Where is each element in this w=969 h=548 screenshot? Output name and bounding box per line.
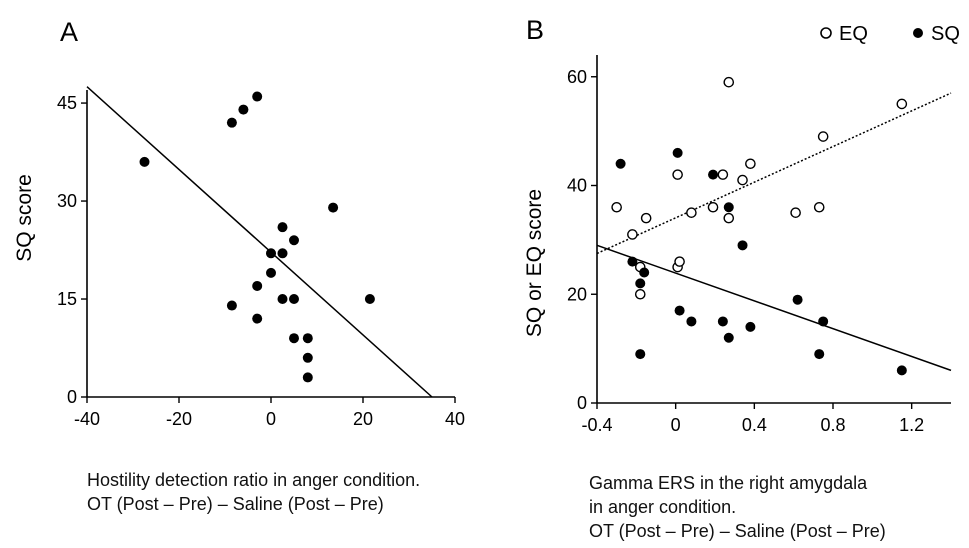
panel-b-x-tick-label: 0.8	[820, 415, 845, 435]
panel-a-point	[226, 300, 237, 311]
panel-b-eq-point	[634, 288, 646, 300]
panel-b-sq-point	[672, 147, 683, 158]
panel-b-x-axis-label-line-2: in anger condition.	[589, 497, 737, 517]
panel-b-sq-point	[708, 169, 719, 180]
panel-a-label: A	[60, 17, 78, 47]
panel-b-x-axis-label-line-3: OT (Post – Pre) – Saline (Post – Pre)	[589, 521, 886, 541]
legend-eq-marker	[820, 27, 832, 39]
panel-b-eq-point	[627, 229, 638, 240]
panel-b-eq-point	[745, 158, 756, 170]
panel-a-point	[289, 333, 299, 344]
panel-b-eq-point	[723, 76, 735, 88]
panel-a-point	[277, 294, 288, 305]
panel-a-y-tick-label: 15	[57, 289, 77, 309]
panel-b-y-tick-label: 60	[567, 67, 587, 87]
panel-b-sq-point	[674, 305, 685, 316]
panel-a-fit-line	[86, 86, 433, 398]
panel-b-eq-point	[672, 169, 683, 180]
panel-a-point	[289, 235, 299, 246]
panel-b-x-axis-label: Gamma ERS in the right amygdala in anger…	[589, 471, 886, 543]
panel-a-point	[252, 280, 263, 291]
panel-b-sq-point	[686, 316, 697, 327]
legend-sq-marker	[913, 28, 923, 38]
panel-b-label: B	[526, 15, 544, 45]
panel-b-eq-point	[717, 169, 729, 180]
panel-b-sq-point	[896, 365, 907, 376]
panel-b-sq-point	[737, 240, 748, 251]
panel-a-axes: -40 -20 0 20 40 0 15 30 45	[57, 86, 465, 429]
panel-b-sq-point	[717, 316, 728, 327]
panel-a-point	[364, 294, 375, 305]
panel-a-point	[238, 104, 249, 115]
panel-b-eq-point	[790, 207, 801, 218]
panel-b-x-tick-label: 0.4	[742, 415, 767, 435]
panel-a-point	[328, 202, 339, 213]
panel-b-sq-point	[818, 316, 829, 327]
panel-b-y-tick-label: 20	[567, 284, 587, 304]
panel-a-point	[139, 156, 150, 167]
panel-a-y-tick-label: 45	[57, 93, 77, 113]
panel-a-y-tick-label: 30	[57, 191, 77, 211]
panel-b-sq-fit-line	[596, 244, 952, 372]
panel-a: A SQ score -40 -20 0 20 40 0 15 30 45	[13, 17, 465, 429]
legend-sq-label: SQ	[931, 23, 960, 45]
panel-a-point	[252, 91, 263, 102]
panel-b-sq-point	[792, 294, 803, 305]
panel-b-eq-point	[723, 212, 735, 224]
panel-a-point	[226, 117, 237, 128]
panel-b-eq-point	[896, 98, 908, 110]
panel-b-sq-point	[615, 158, 626, 169]
panel-b-eq-point	[686, 207, 697, 218]
panel-b-eq-point	[674, 256, 685, 267]
panel-b-eq-point	[813, 201, 825, 213]
panel-a-point	[289, 294, 299, 305]
panel-a-point	[277, 222, 288, 233]
panel-a-x-axis-label: Hostility detection ratio in anger condi…	[87, 468, 420, 516]
panel-b-eq-point	[640, 212, 652, 224]
panel-b-sq-point	[627, 256, 638, 267]
panel-b-x-tick-label: 1.2	[899, 415, 924, 435]
panel-a-x-axis-label-line-2: OT (Post – Pre) – Saline (Post – Pre)	[87, 494, 384, 514]
panel-b-sq-point	[814, 349, 825, 360]
panel-b-x-axis-label-line-1: Gamma ERS in the right amygdala	[589, 473, 868, 493]
panel-a-point	[302, 372, 313, 383]
panel-b-sq-point	[723, 202, 734, 213]
panel-b-sq-point	[635, 349, 646, 360]
panel-b-eq-point	[611, 201, 622, 213]
legend-eq-label: EQ	[839, 23, 868, 45]
panel-a-x-tick-label: -40	[74, 409, 100, 429]
panel-b-sq-point	[635, 278, 646, 289]
panel-a-point	[266, 248, 276, 259]
panel-b-sq-point	[639, 267, 650, 278]
panel-a-x-tick-label: 20	[353, 409, 373, 429]
panel-b-x-tick-label: -0.4	[581, 415, 612, 435]
panel-a-y-tick-label: 0	[67, 387, 77, 407]
panel-b-eq-fit-line	[596, 92, 952, 255]
panel-b-y-tick-label: 40	[567, 176, 587, 196]
panel-a-point	[266, 267, 276, 278]
panel-b-eq-point	[707, 201, 719, 213]
panel-b-sq-point	[723, 332, 734, 343]
panel-a-point	[302, 333, 313, 344]
panel-b-eq-point	[817, 131, 829, 142]
panel-b-sq-point	[745, 321, 756, 332]
panel-a-y-axis-label: SQ score	[13, 174, 36, 262]
panel-b-y-tick-label: 0	[577, 393, 587, 413]
panel-a-x-tick-label: 40	[445, 409, 465, 429]
panel-a-point	[302, 352, 313, 363]
panel-b-eq-point	[737, 174, 748, 186]
legend: EQ SQ	[820, 23, 960, 45]
panel-a-point	[277, 248, 288, 259]
panel-b-x-tick-label: 0	[671, 415, 681, 435]
panel-a-point	[252, 313, 263, 324]
panel-a-x-tick-label: -20	[166, 409, 192, 429]
panel-a-x-axis-label-line-1: Hostility detection ratio in anger condi…	[87, 470, 421, 490]
panel-a-x-tick-label: 0	[266, 409, 276, 429]
panel-b-y-axis-label: SQ or EQ score	[523, 189, 546, 337]
